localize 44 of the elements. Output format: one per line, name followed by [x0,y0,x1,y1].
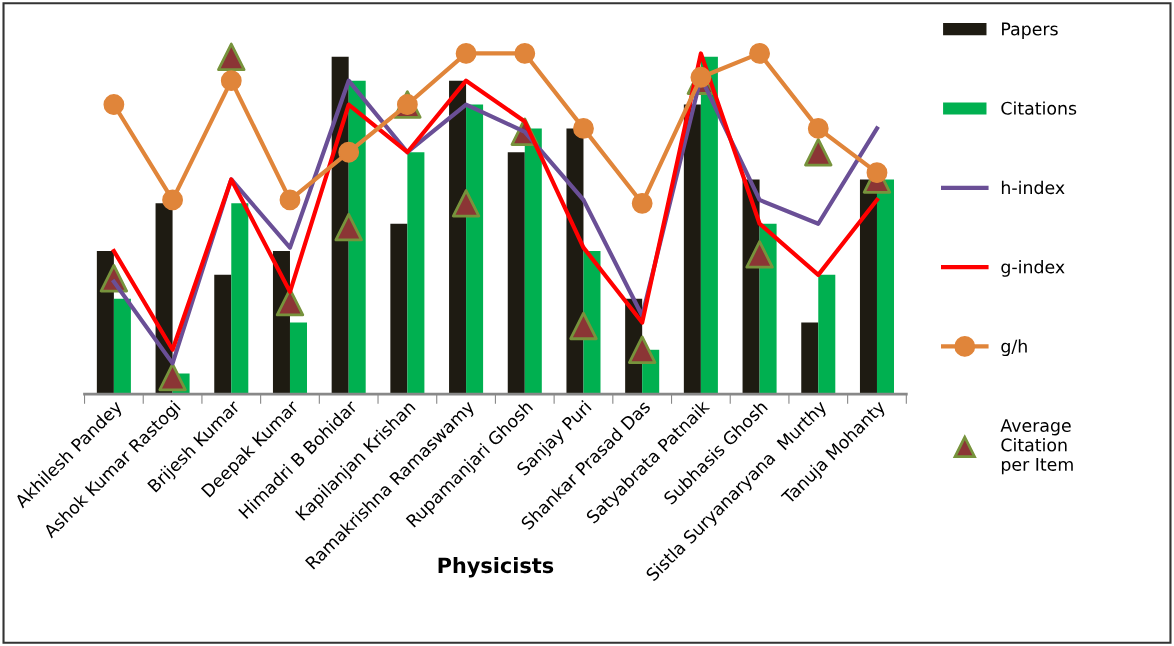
point [631,192,653,214]
legend-label: g-index [1001,259,1065,277]
legend-label: Average Citation per Item [1000,419,1073,475]
point [279,189,301,211]
point [162,189,183,211]
bar [524,128,542,395]
point [866,162,888,184]
x-axis-title: Physicists [438,557,554,578]
point [807,117,829,139]
bar [113,298,131,395]
point [749,43,770,64]
point [217,42,246,72]
bar [96,251,114,395]
legend-label: g/h [1001,339,1027,357]
point [338,141,360,163]
bar [214,274,232,395]
point [804,138,833,167]
bar [507,152,525,395]
bar [390,223,408,395]
legend-label: Citations [1001,101,1077,115]
point [334,212,363,242]
bar [876,179,894,395]
bar [801,322,819,395]
point [103,94,125,115]
bar [407,152,425,395]
bar [231,203,249,395]
point [451,189,481,218]
point [627,335,657,364]
point [514,43,536,64]
legend-label: h-index [1001,180,1065,195]
bar [700,56,718,395]
bar [683,104,701,395]
bar [466,104,484,395]
bar [449,80,467,395]
legend-label: Papers [1002,22,1058,39]
bar [818,274,836,395]
point [573,117,594,139]
point [745,240,774,269]
bar [859,179,877,395]
point [158,362,187,392]
point [455,43,477,64]
bar [289,322,307,395]
point [220,70,242,92]
point [569,311,598,341]
